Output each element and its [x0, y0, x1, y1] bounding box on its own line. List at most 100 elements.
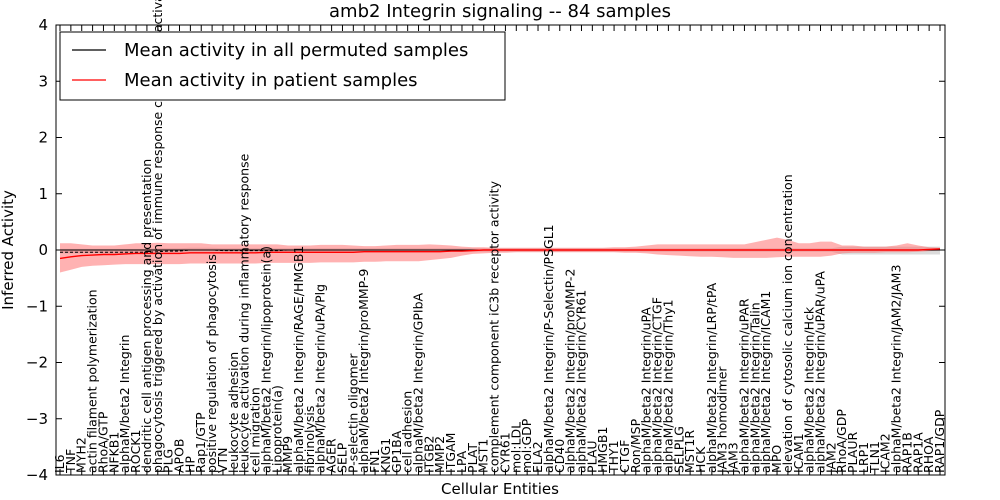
y-tick-label: 4 — [38, 16, 48, 34]
x-tick-label: FN1 — [367, 449, 382, 474]
x-tick-label: GP1BA — [389, 430, 404, 473]
y-tick-label: 2 — [38, 129, 48, 147]
x-tick-label: HP — [182, 456, 197, 473]
x-tick-label: alphaM/beta2 Integrin/proMMP-2 — [563, 269, 578, 473]
x-tick-label: alphaM/beta2 Integrin — [117, 335, 132, 473]
x-tick-label: HCK — [693, 446, 708, 473]
x-tick-label: RhoA/GTP — [96, 411, 111, 473]
x-tick-label: alphaM/beta2 Integrin/proMMP-9 — [356, 269, 371, 473]
x-tick-label: dendritic cell antigen processing and pr… — [139, 159, 154, 473]
x-tick-label: PLAU — [584, 440, 599, 473]
x-tick-label: complement component iC3b receptor activ… — [487, 180, 502, 473]
x-tick-label: JAM3 homodimer — [715, 366, 730, 474]
x-tick-label: AGER — [324, 438, 339, 473]
x-tick-label: IL6 — [52, 454, 67, 473]
x-tick-label: leukocyte activation during inflammatory… — [237, 153, 252, 473]
x-tick-label: CD40 — [552, 439, 567, 473]
x-tick-label: elevation of cytosolic calcium ion conce… — [780, 174, 795, 473]
x-tick-label: Lipoprotein(a) — [269, 385, 284, 473]
x-tick-label: ICAM2 — [878, 433, 893, 473]
x-tick-label: Ron/MSP — [628, 418, 643, 473]
y-tick-label: −2 — [26, 354, 48, 372]
x-tick-label: alphaM/beta2 Integrin/Hck — [802, 306, 817, 473]
x-tick-label: alphaM/beta2 Integrin/uPA/Plg — [313, 284, 328, 473]
legend-label-patient: Mean activity in patient samples — [124, 70, 418, 91]
x-tick-label: PLG — [161, 449, 176, 473]
x-tick-label: HMGB1 — [595, 427, 610, 473]
chart-title: amb2 Integrin signaling -- 84 samples — [329, 1, 671, 22]
x-tick-label: CTGF — [617, 440, 632, 473]
x-tick-label: alphaM/beta2 Integrin/uPAR/uPA — [813, 271, 828, 473]
x-tick-label: THY1 — [606, 440, 621, 474]
x-tick-label: ITGAM — [443, 433, 458, 473]
x-tick-label: RAP1A — [910, 432, 925, 473]
x-tick-label: RAP1/GDP — [932, 409, 947, 473]
x-tick-label: MPO — [769, 445, 784, 473]
x-axis-label: Cellular Entities — [441, 480, 559, 498]
x-tick-label: actin filament polymerization — [85, 289, 100, 473]
x-tick-label: ITGB2 — [421, 435, 436, 473]
x-tick-label: fibrinolysis — [302, 406, 317, 473]
band-patient — [60, 237, 940, 273]
x-tick-label: NFKB1 — [106, 432, 121, 473]
x-tick-label: alphaM/beta2 Integrin/LRP/tPA — [704, 282, 719, 473]
x-tick-label: LRP1 — [856, 442, 871, 473]
x-tick-label: SELPLG — [671, 426, 686, 473]
y-tick-label: 0 — [38, 241, 48, 259]
series-line-patient — [59, 248, 941, 260]
x-tick-label: SELP — [335, 442, 350, 473]
x-tick-label: Rap1/GTP — [193, 412, 208, 473]
x-tick-label: TNF — [63, 449, 78, 474]
x-tick-label: ICAM1 — [791, 433, 806, 473]
x-tick-label: alphaM/beta2 Integrin/GPIbA — [411, 292, 426, 472]
x-tick-label: LPA — [454, 450, 469, 473]
x-tick-label: mol:GDP — [519, 418, 534, 473]
x-tick-label: KNG1 — [378, 438, 393, 473]
x-tick-label: alphaM/beta2 Integrin/uPA — [639, 307, 654, 473]
x-tick-label: ELA2 — [530, 441, 545, 473]
legend-label-permuted: Mean activity in all permuted samples — [124, 40, 468, 61]
x-tick-label: alphaM/beta2 Integrin/Talin — [747, 302, 762, 473]
x-tick-label: VTN — [215, 447, 230, 473]
x-tick-label: PLAT — [465, 443, 480, 473]
x-tick-label: alphaM/beta2 Integrin/CYR61 — [574, 290, 589, 473]
y-tick-label: 1 — [38, 185, 48, 203]
x-tick-label: JAM2 — [823, 442, 838, 474]
x-tick-label: phagocytosis triggered by activation of … — [150, 0, 165, 473]
y-tick-label: 3 — [38, 72, 48, 90]
x-tick-label: MST1R — [682, 430, 697, 473]
x-tick-label: alphaM/beta2 Integrin/CTGF — [650, 297, 665, 473]
x-tick-label: JAM3 — [726, 442, 741, 474]
x-tick-label: RAP1B — [899, 432, 914, 473]
x-tick-label: PLAUR — [845, 432, 860, 473]
x-tick-label: RHOA — [921, 436, 936, 473]
x-tick-label: RhoA/GDP — [834, 409, 849, 473]
x-tick-label: cell migration — [248, 387, 263, 473]
x-tick-label: CYR61 — [497, 432, 512, 473]
x-tick-label: alphaM/beta2 Integrin/P-Selectin/PSGL1 — [541, 224, 556, 473]
x-tick-label: MST1 — [476, 439, 491, 473]
x-tick-label: alphaM/beta2 Integrin/JAM2/JAM3 — [889, 265, 904, 473]
x-tick-label: MMP9 — [280, 436, 295, 473]
legend: Mean activity in all permuted samples Me… — [59, 31, 506, 101]
y-tick-label: −1 — [26, 297, 48, 315]
x-tick-label: APOB — [172, 438, 187, 473]
x-tick-label: cell adhesion — [400, 391, 415, 473]
series-lines — [56, 248, 945, 260]
x-tick-label: MMP2 — [432, 436, 447, 473]
x-tick-label: alphaM/beta2 Integrin/lipoprotein(a) — [258, 246, 273, 473]
legend-box — [59, 31, 506, 101]
x-tick-label: leukocyte adhesion — [226, 352, 241, 473]
x-tick-label: alphaM/beta2 Integrin/uPAR — [736, 298, 751, 473]
x-tick-label: mol:LDL — [508, 422, 523, 473]
y-tick-label: −4 — [26, 466, 48, 484]
x-tick-label: alphaM/beta2 Integrin/Thy1 — [660, 299, 675, 473]
x-tick-label: TLN1 — [867, 441, 882, 474]
y-axis: −4 −3 −2 −1 0 1 2 3 4 — [26, 16, 945, 484]
x-tick-label: alphaM/beta2 Integrin/RAGE/HMGB1 — [291, 246, 306, 473]
x-tick-label: positive regulation of phagocytosis — [204, 254, 219, 473]
y-tick-label: −3 — [26, 410, 48, 428]
x-tick-label: ROCK1 — [128, 430, 143, 473]
